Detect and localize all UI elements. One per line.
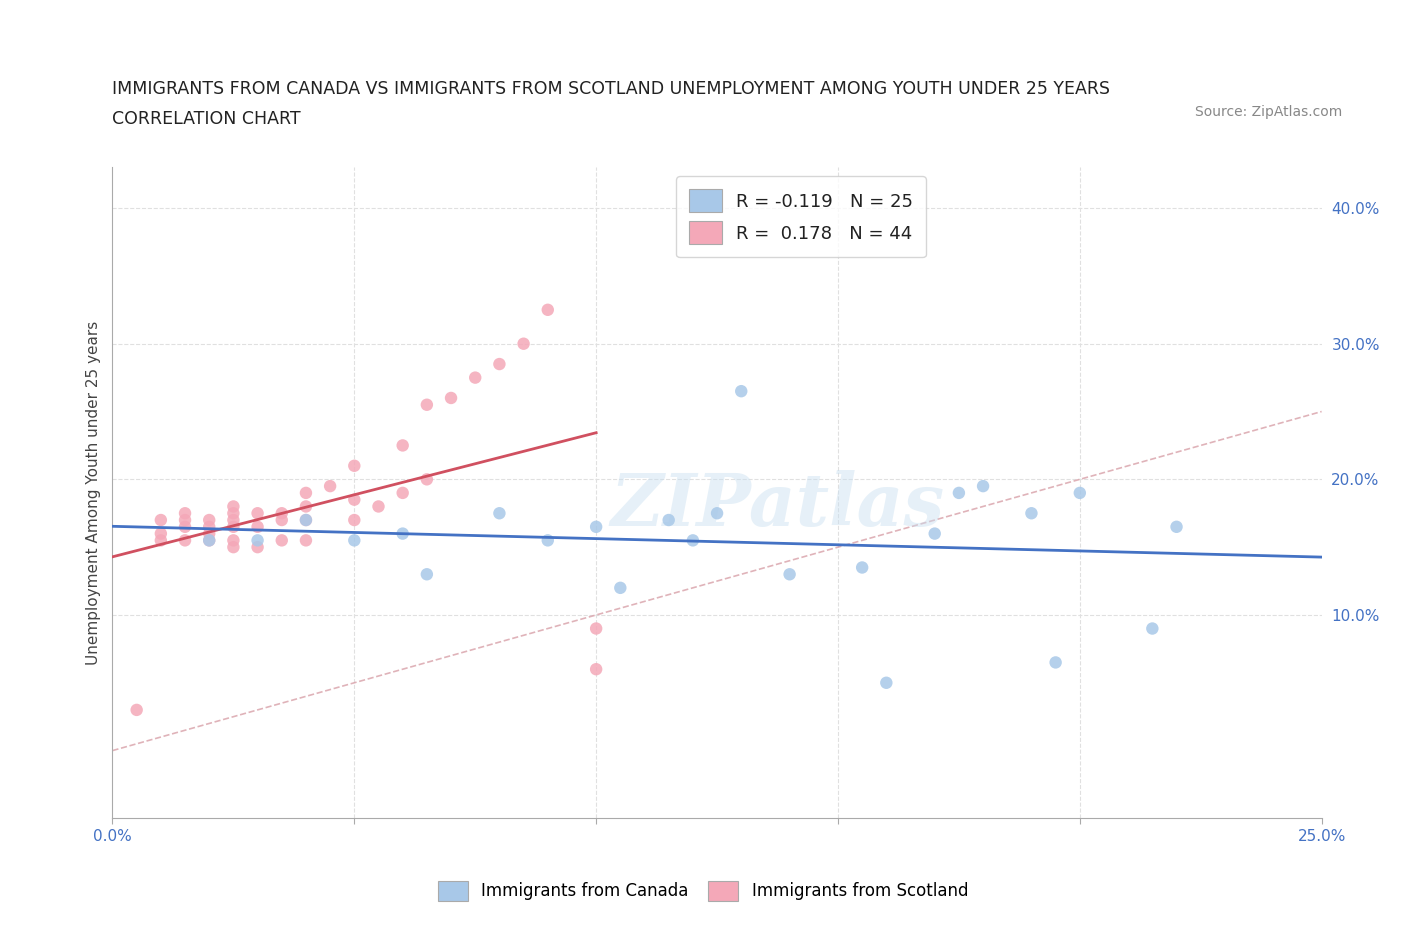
- Point: [246, 519, 269, 534]
- Point: [972, 479, 994, 494]
- Text: CORRELATION CHART: CORRELATION CHART: [112, 111, 301, 128]
- Point: [222, 519, 245, 534]
- Point: [149, 512, 172, 527]
- Point: [149, 526, 172, 541]
- Point: [198, 512, 221, 527]
- Point: [222, 533, 245, 548]
- Point: [343, 492, 366, 507]
- Point: [319, 479, 342, 494]
- Point: [875, 675, 897, 690]
- Point: [779, 567, 801, 582]
- Point: [488, 506, 510, 521]
- Text: ZIPatlas: ZIPatlas: [610, 471, 945, 541]
- Point: [391, 485, 413, 500]
- Point: [270, 506, 292, 521]
- Point: [295, 512, 318, 527]
- Point: [1021, 506, 1043, 521]
- Point: [343, 458, 366, 473]
- Point: [174, 506, 197, 521]
- Point: [851, 560, 873, 575]
- Point: [222, 512, 245, 527]
- Point: [270, 533, 292, 548]
- Point: [295, 512, 318, 527]
- Point: [222, 499, 245, 514]
- Text: IMMIGRANTS FROM CANADA VS IMMIGRANTS FROM SCOTLAND UNEMPLOYMENT AMONG YOUTH UNDE: IMMIGRANTS FROM CANADA VS IMMIGRANTS FRO…: [112, 80, 1111, 98]
- Point: [1166, 519, 1188, 534]
- Point: [198, 533, 221, 548]
- Point: [174, 533, 197, 548]
- Point: [416, 567, 439, 582]
- Point: [246, 533, 269, 548]
- Point: [1045, 655, 1067, 670]
- Point: [537, 302, 560, 317]
- Point: [924, 526, 946, 541]
- Point: [198, 526, 221, 541]
- Point: [246, 506, 269, 521]
- Point: [198, 533, 221, 548]
- Legend: Immigrants from Canada, Immigrants from Scotland: Immigrants from Canada, Immigrants from …: [432, 874, 974, 908]
- Point: [343, 512, 366, 527]
- Point: [174, 512, 197, 527]
- Point: [440, 391, 463, 405]
- Point: [585, 621, 607, 636]
- Point: [295, 533, 318, 548]
- Point: [125, 702, 148, 717]
- Point: [488, 356, 510, 371]
- Text: Source: ZipAtlas.com: Source: ZipAtlas.com: [1195, 105, 1343, 119]
- Point: [609, 580, 631, 595]
- Point: [730, 384, 752, 399]
- Point: [464, 370, 486, 385]
- Point: [682, 533, 704, 548]
- Point: [174, 519, 197, 534]
- Point: [222, 506, 245, 521]
- Point: [222, 539, 245, 554]
- Point: [391, 526, 413, 541]
- Point: [416, 472, 439, 486]
- Point: [270, 512, 292, 527]
- Y-axis label: Unemployment Among Youth under 25 years: Unemployment Among Youth under 25 years: [86, 321, 101, 665]
- Point: [585, 662, 607, 677]
- Point: [416, 397, 439, 412]
- Point: [537, 533, 560, 548]
- Point: [343, 533, 366, 548]
- Point: [246, 539, 269, 554]
- Point: [367, 499, 389, 514]
- Point: [149, 533, 172, 548]
- Point: [512, 337, 534, 352]
- Point: [948, 485, 970, 500]
- Point: [585, 519, 607, 534]
- Point: [1142, 621, 1164, 636]
- Point: [295, 485, 318, 500]
- Point: [295, 499, 318, 514]
- Point: [658, 512, 681, 527]
- Point: [1069, 485, 1091, 500]
- Point: [391, 438, 413, 453]
- Legend: R = -0.119   N = 25, R =  0.178   N = 44: R = -0.119 N = 25, R = 0.178 N = 44: [676, 177, 925, 257]
- Point: [198, 519, 221, 534]
- Point: [706, 506, 728, 521]
